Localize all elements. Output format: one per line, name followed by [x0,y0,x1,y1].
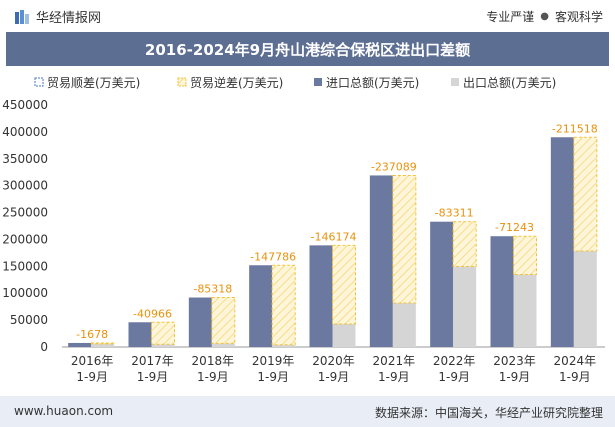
export-bar [91,343,115,347]
top-bar: 华经情报网 专业严谨 ● 客观科学 [0,0,615,32]
legend-swatch-export [451,78,459,86]
x-tick-label: 2023年 [493,354,536,368]
brand-name: 华经情报网 [36,11,102,26]
deficit-data-label: -71243 [495,221,534,234]
legend-swatch-deficit [177,77,187,87]
y-tick-label: 50000 [10,313,48,327]
export-bar [332,323,356,347]
legend-label: 贸易逆差(万美元) [190,75,283,90]
deficit-data-label: -85318 [193,283,232,296]
x-tick-label: 2021年 [373,354,416,368]
x-tick-label: 1-9月 [559,370,591,384]
deficit-data-label: -237089 [371,160,417,173]
y-tick-label: 200000 [2,232,48,246]
deficit-bar [211,297,236,344]
import-bar [430,221,454,347]
bullet-icon: ● [540,11,549,22]
legend-swatch-import [314,78,322,86]
legend-label: 出口总额(万美元) [463,76,556,90]
x-tick-label: 2017年 [131,354,174,368]
export-bar [513,274,537,347]
footer-source: 数据来源：中国海关，华经产业研究院整理 [374,406,603,420]
chart-title: 2016-2024年9月舟山港综合保税区进出口差额 [144,41,471,59]
import-bar [369,175,393,347]
deficit-bar [332,244,356,325]
deficit-data-label: -147786 [250,250,296,263]
title-bar: 2016-2024年9月舟山港综合保税区进出口差额 [6,32,609,66]
export-bar [211,343,235,347]
y-tick-label: 400000 [2,125,48,139]
huajing-logo-icon [15,9,29,24]
legend-swatch-surplus [34,77,44,87]
x-tick-label: 1-9月 [137,370,169,384]
import-bar [128,322,152,347]
x-tick-label: 2024年 [554,354,597,368]
import-bar [309,245,333,347]
footer: www.huaon.com 数据来源：中国海关，华经产业研究院整理 [0,396,615,427]
slogan: 专业严谨 ● 客观科学 [486,8,603,25]
slogan-right: 客观科学 [554,10,603,24]
deficit-data-label: -40966 [133,307,172,320]
export-bar [573,251,597,347]
deficit-data-label: -146174 [311,230,357,243]
deficit-data-label: -1678 [76,328,108,341]
y-tick-label: 450000 [2,98,48,112]
export-bar [272,344,296,347]
y-tick-label: 350000 [2,152,48,166]
legend-label: 进口总额(万美元) [326,76,419,90]
x-tick-label: 1-9月 [257,370,289,384]
deficit-bar [271,264,296,346]
x-tick-label: 1-9月 [197,370,229,384]
slogan-left: 专业严谨 [486,10,535,24]
x-tick-label: 2018年 [192,354,235,368]
export-bar [151,344,175,347]
x-tick-label: 2016年 [71,354,114,368]
x-tick-label: 2019年 [252,354,295,368]
import-bar [68,342,92,347]
deficit-bar [573,136,598,252]
import-bar [550,137,574,347]
x-tick-label: 2022年 [433,354,476,368]
y-tick-label: 150000 [2,259,48,273]
deficit-bar [452,221,477,268]
legend-label: 贸易顺差(万美元) [47,76,140,90]
y-tick-label: 100000 [2,286,48,300]
deficit-bar [392,174,417,304]
x-tick-label: 1-9月 [318,370,350,384]
deficit-bar [513,235,537,276]
x-tick-label: 1-9月 [378,370,410,384]
y-tick-label: 300000 [2,179,48,193]
x-tick-label: 1-9月 [499,370,531,384]
y-tick-label: 250000 [2,206,48,220]
deficit-bar [151,321,175,345]
import-bar [249,265,273,347]
x-tick-label: 2020年 [312,354,355,368]
footer-website[interactable]: www.huaon.com [14,404,114,418]
deficit-data-label: -83311 [435,207,474,220]
export-bar [453,266,477,347]
export-bar [392,302,416,347]
import-bar [490,236,514,347]
x-tick-label: 1-9月 [438,370,470,384]
deficit-data-label: -211518 [552,122,598,135]
deficit-bar [90,342,115,345]
brand[interactable]: 华经情报网 [14,7,101,26]
y-tick-label: 0 [40,340,48,354]
import-bar [188,297,212,347]
x-tick-label: 1-9月 [76,370,108,384]
bar-chart: 贸易顺差(万美元) 贸易逆差(万美元) 进口总额(万美元) 出口总额(万美元) 0 500… [2,75,605,384]
